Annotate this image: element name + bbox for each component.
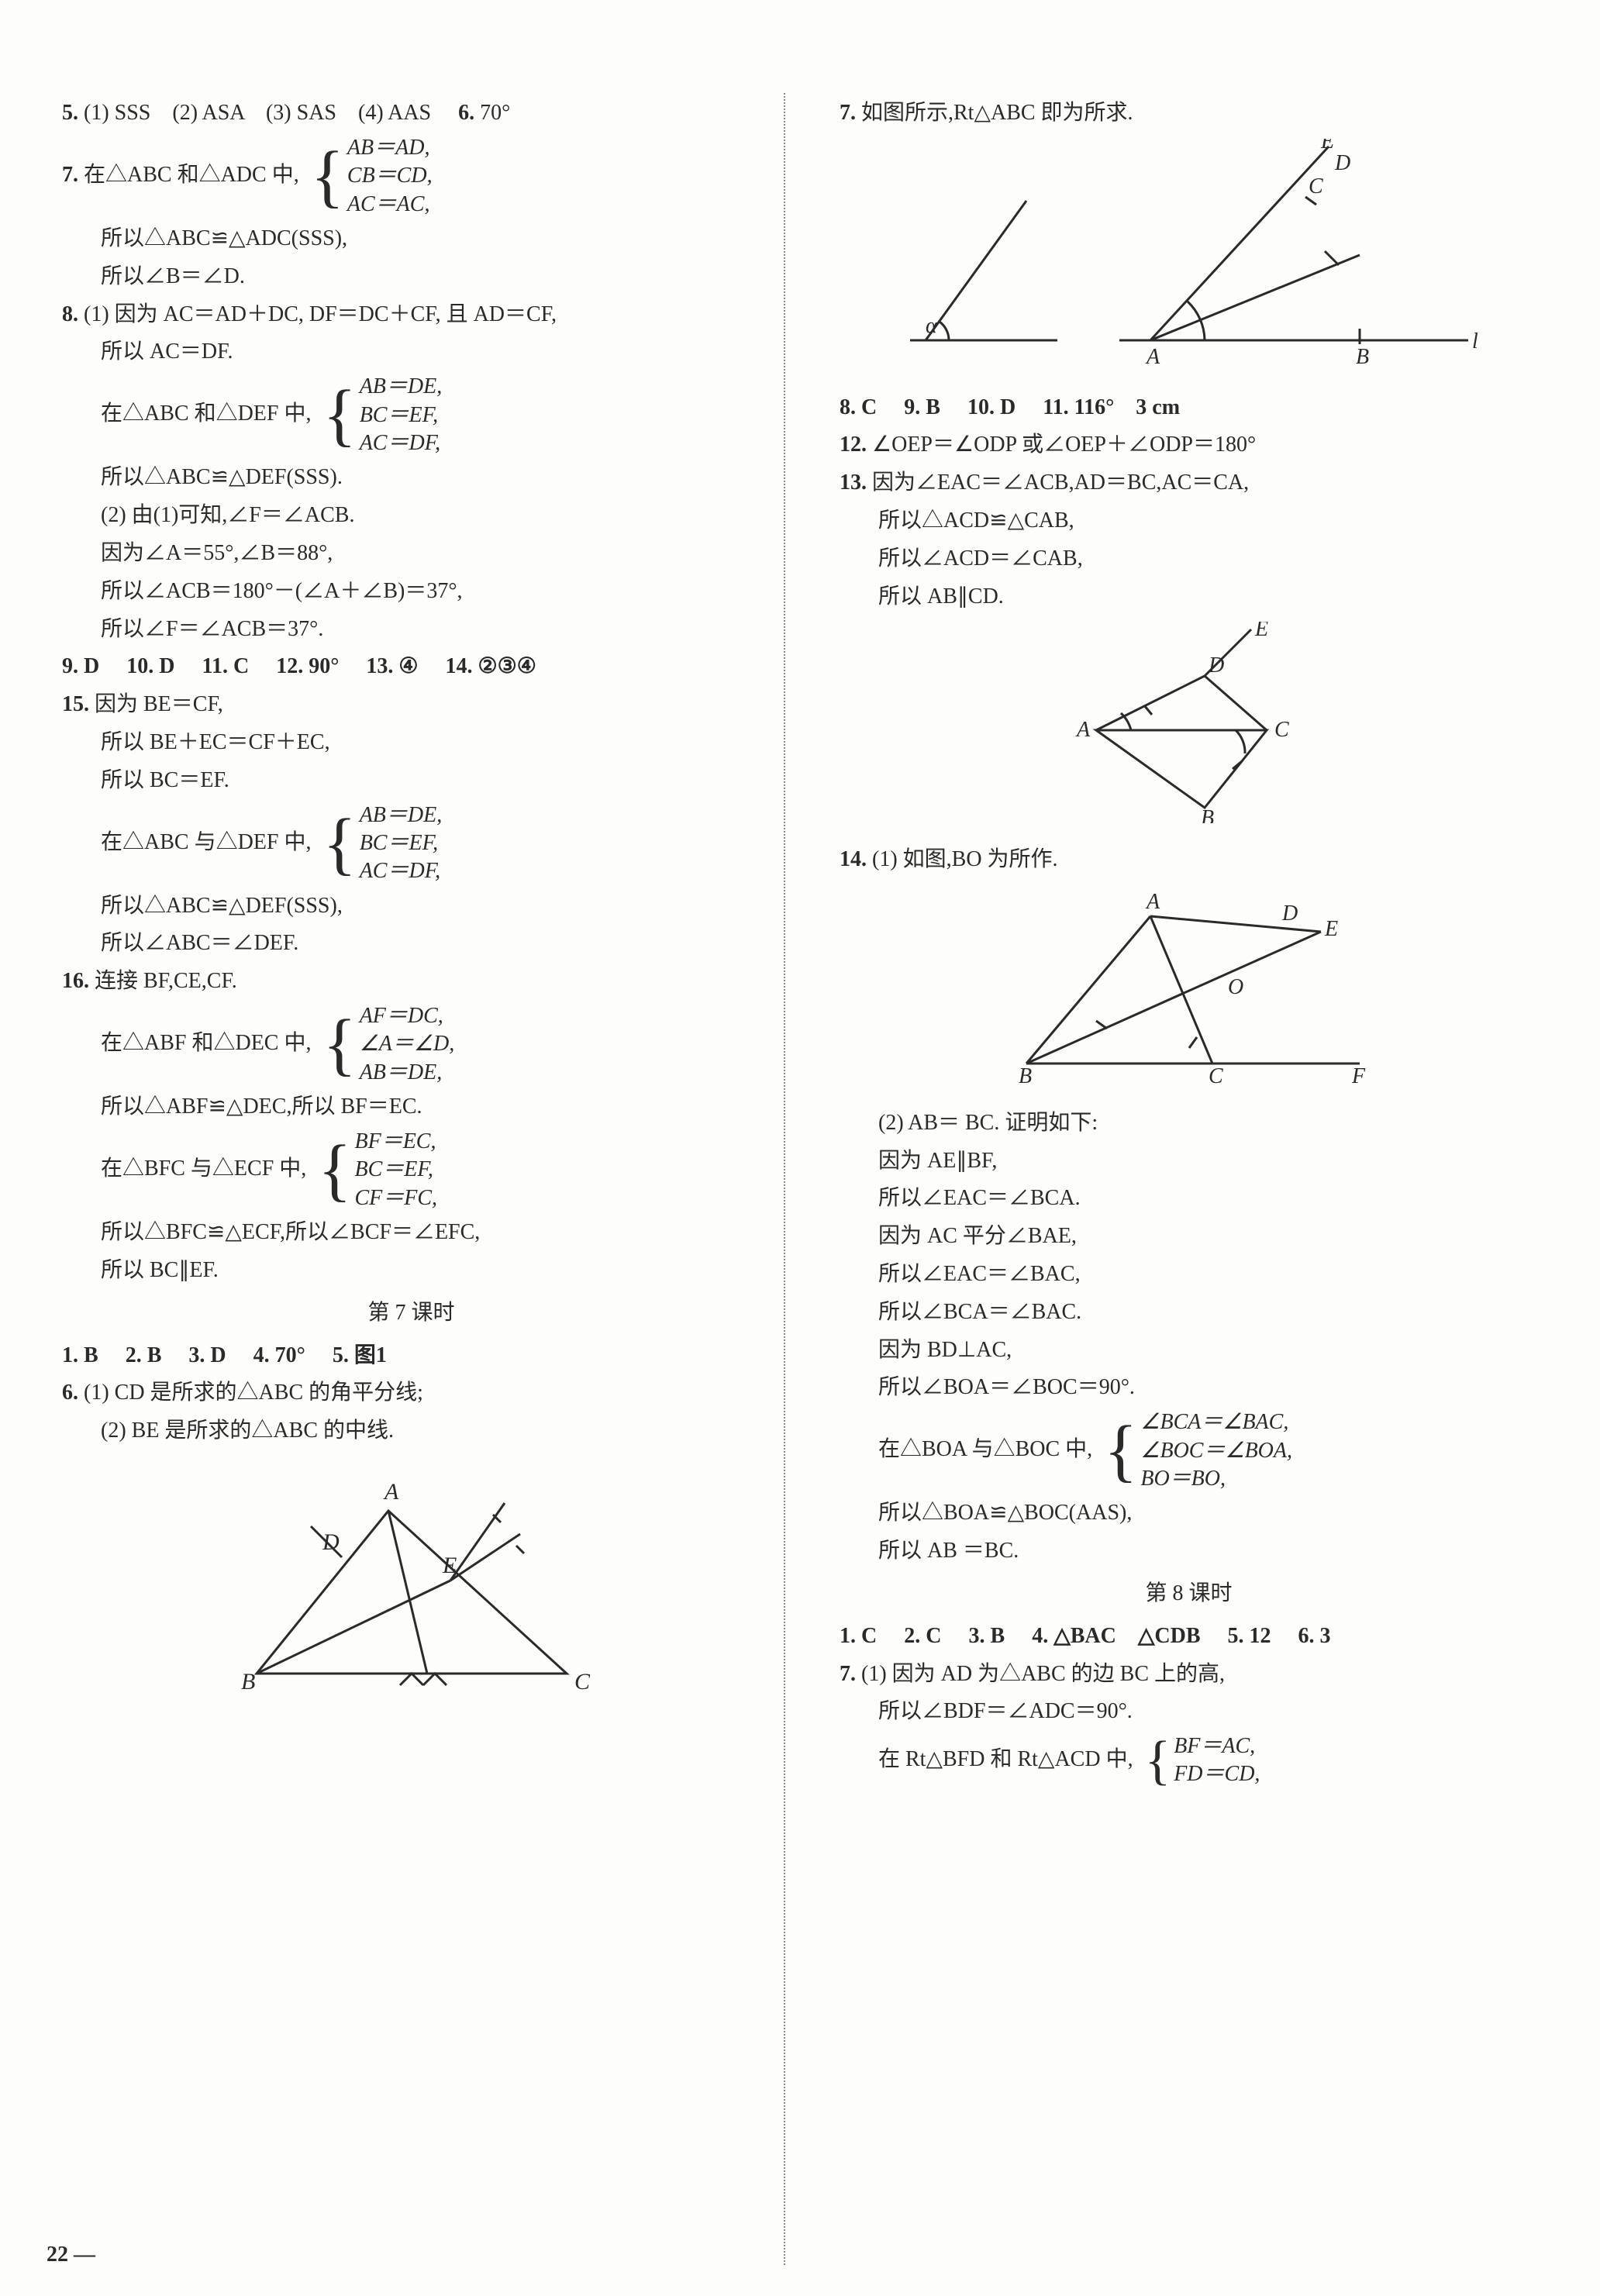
r-q14-l2: 因为 AE∥BF, bbox=[840, 1144, 1538, 1179]
r-q14-l1: (2) AB＝ BC. 证明如下: bbox=[840, 1106, 1538, 1141]
r-q14-l4: 因为 AC 平分∠BAE, bbox=[840, 1219, 1538, 1254]
sec8-row1: 1. C 2. C 3. B 4. △BAC △CDB 5. 12 6. 3 bbox=[840, 1619, 1538, 1654]
angle-bisector-icon: A B C D E F O bbox=[995, 885, 1383, 1087]
q16-brace2: 在△BFC 与△ECF 中, { BF＝EC, BC＝EF, CF＝FC, bbox=[62, 1128, 760, 1212]
r-q13: 13. 因为∠EAC＝∠ACB,AD＝BC,AC＝CA, bbox=[840, 466, 1538, 501]
sec7-q6-l2: (2) BE 是所求的△ABC 的中线. bbox=[62, 1414, 760, 1449]
svg-text:B: B bbox=[241, 1669, 255, 1694]
svg-text:A: A bbox=[1145, 345, 1160, 369]
q16-brace1: 在△ABF 和△DEC 中, { AF＝DC, ∠A＝∠D, AB＝DE, bbox=[62, 1002, 760, 1087]
page-number: 22 — bbox=[47, 2238, 95, 2273]
sec8-q7-l2: 所以∠BDF＝∠ADC＝90°. bbox=[840, 1694, 1538, 1729]
svg-text:B: B bbox=[1356, 345, 1369, 369]
r-q13-l4: 所以 AB∥CD. bbox=[840, 580, 1538, 615]
figure-6: A B C D E bbox=[62, 1457, 760, 1716]
svg-text:E: E bbox=[1254, 622, 1268, 641]
q15-l4: 所以△ABC≌△DEF(SSS), bbox=[62, 889, 760, 924]
svg-text:A: A bbox=[1145, 890, 1160, 914]
q8-l3: 所以△ABC≌△DEF(SSS). bbox=[62, 460, 760, 495]
left-column: 5. (1) SSS (2) ASA (3) SAS (4) AAS 6. 70… bbox=[62, 93, 785, 2265]
svg-text:A: A bbox=[383, 1479, 399, 1505]
svg-text:E: E bbox=[1320, 139, 1334, 153]
triangle-bisector-icon: A B C D E bbox=[210, 1457, 613, 1705]
r-q14-l5: 所以∠EAC＝∠BAC, bbox=[840, 1257, 1538, 1292]
svg-text:α: α bbox=[926, 314, 938, 338]
svg-text:D: D bbox=[1334, 151, 1350, 175]
r-q12: 12. ∠OEP＝∠ODP 或∠OEP＋∠ODP＝180° bbox=[840, 428, 1538, 463]
svg-text:l: l bbox=[1472, 329, 1478, 353]
r-q14-l6: 所以∠BCA＝∠BAC. bbox=[840, 1295, 1538, 1330]
svg-text:E: E bbox=[442, 1553, 457, 1578]
q8-l4: (2) 由(1)可知,∠F＝∠ACB. bbox=[62, 498, 760, 533]
construction-icon: α A B C D E l bbox=[895, 139, 1484, 371]
svg-text:C: C bbox=[1309, 174, 1323, 198]
figure-13: A C B D E bbox=[840, 622, 1538, 835]
section-8-title: 第 8 课时 bbox=[840, 1577, 1538, 1612]
svg-text:B: B bbox=[1201, 806, 1214, 823]
r-q14: 14. (1) 如图,BO 为所作. bbox=[840, 843, 1538, 877]
q15-l2: 所以 BE＋EC＝CF＋EC, bbox=[62, 726, 760, 760]
q8-l2: 所以 AC＝DF. bbox=[62, 335, 760, 370]
q5-q6: 5. (1) SSS (2) ASA (3) SAS (4) AAS 6. 70… bbox=[62, 96, 760, 131]
q16-l3: 所以△BFC≌△ECF,所以∠BCF＝∠EFC, bbox=[62, 1215, 760, 1250]
svg-text:D: D bbox=[322, 1529, 340, 1555]
right-column: 7. 如图所示,Rt△ABC 即为所求. α A bbox=[816, 93, 1538, 2265]
r-q14-l9: 所以△BOA≌△BOC(AAS), bbox=[840, 1496, 1538, 1531]
q8-brace: 在△ABC 和△DEF 中, { AB＝DE, BC＝EF, AC＝DF, bbox=[62, 373, 760, 457]
r-q14-brace: 在△BOA 与△BOC 中, { ∠BCA＝∠BAC, ∠BOC＝∠BOA, B… bbox=[840, 1408, 1538, 1493]
q8-l6: 所以∠ACB＝180°－(∠A＋∠B)＝37°, bbox=[62, 574, 760, 609]
r-q13-l3: 所以∠ACD＝∠CAB, bbox=[840, 542, 1538, 577]
q9-14: 9. D 10. D 11. C 12. 90° 13. ④ 14. ②③④ bbox=[62, 650, 760, 684]
svg-text:F: F bbox=[1351, 1064, 1366, 1087]
sec8-q7-brace: 在 Rt△BFD 和 Rt△ACD 中, { BF＝AC, FD＝CD, bbox=[840, 1732, 1538, 1789]
q15-l3: 所以 BC＝EF. bbox=[62, 764, 760, 798]
r-q13-l2: 所以△ACD≌△CAB, bbox=[840, 504, 1538, 539]
svg-text:A: A bbox=[1075, 718, 1091, 742]
q15: 15. 因为 BE＝CF, bbox=[62, 688, 760, 722]
svg-text:C: C bbox=[1209, 1064, 1223, 1087]
figure-7: α A B C D E l bbox=[840, 139, 1538, 383]
svg-text:C: C bbox=[1274, 718, 1289, 742]
svg-text:C: C bbox=[574, 1669, 591, 1694]
sec7-q6: 6. (1) CD 是所求的△ABC 的角平分线; bbox=[62, 1376, 760, 1411]
r-q14-l8: 所以∠BOA＝∠BOC＝90°. bbox=[840, 1370, 1538, 1405]
sec7-row1: 1. B 2. B 3. D 4. 70° 5. 图1 bbox=[62, 1339, 760, 1374]
svg-text:O: O bbox=[1228, 975, 1243, 999]
q7-l1: 所以△ABC≌△ADC(SSS), bbox=[62, 222, 760, 257]
q8: 8. (1) 因为 AC＝AD＋DC, DF＝DC＋CF, 且 AD＝CF, bbox=[62, 298, 760, 333]
q15-brace: 在△ABC 与△DEF 中, { AB＝DE, BC＝EF, AC＝DF, bbox=[62, 802, 760, 886]
svg-text:E: E bbox=[1324, 917, 1338, 941]
r-q14-l10: 所以 AB ＝BC. bbox=[840, 1534, 1538, 1569]
q8-l5: 因为∠A＝55°,∠B＝88°, bbox=[62, 536, 760, 571]
q15-l5: 所以∠ABC＝∠DEF. bbox=[62, 926, 760, 961]
q7: 7. 在△ABC 和△ADC 中, { AB＝AD, CB＝CD, AC＝AC, bbox=[62, 134, 760, 219]
r-row8-11: 8. C 9. B 10. D 11. 116° 3 cm bbox=[840, 391, 1538, 426]
q8-l7: 所以∠F＝∠ACB＝37°. bbox=[62, 612, 760, 647]
r-q14-l7: 因为 BD⊥AC, bbox=[840, 1333, 1538, 1368]
page-columns: 5. (1) SSS (2) ASA (3) SAS (4) AAS 6. 70… bbox=[62, 93, 1538, 2265]
sec8-q7: 7. (1) 因为 AD 为△ABC 的边 BC 上的高, bbox=[840, 1657, 1538, 1692]
q16: 16. 连接 BF,CE,CF. bbox=[62, 964, 760, 999]
q16-l2: 所以△ABF≌△DEC,所以 BF＝EC. bbox=[62, 1090, 760, 1125]
r-q14-l3: 所以∠EAC＝∠BCA. bbox=[840, 1181, 1538, 1216]
q16-l4: 所以 BC∥EF. bbox=[62, 1253, 760, 1288]
q7-l2: 所以∠B＝∠D. bbox=[62, 260, 760, 295]
svg-text:D: D bbox=[1208, 653, 1224, 677]
r-q7: 7. 如图所示,Rt△ABC 即为所求. bbox=[840, 96, 1538, 131]
svg-text:B: B bbox=[1019, 1064, 1032, 1087]
figure-14: A B C D E F O bbox=[840, 885, 1538, 1098]
svg-text:D: D bbox=[1281, 902, 1298, 926]
parallelogram-icon: A C B D E bbox=[1050, 622, 1329, 823]
section-7-title: 第 7 课时 bbox=[62, 1296, 760, 1331]
